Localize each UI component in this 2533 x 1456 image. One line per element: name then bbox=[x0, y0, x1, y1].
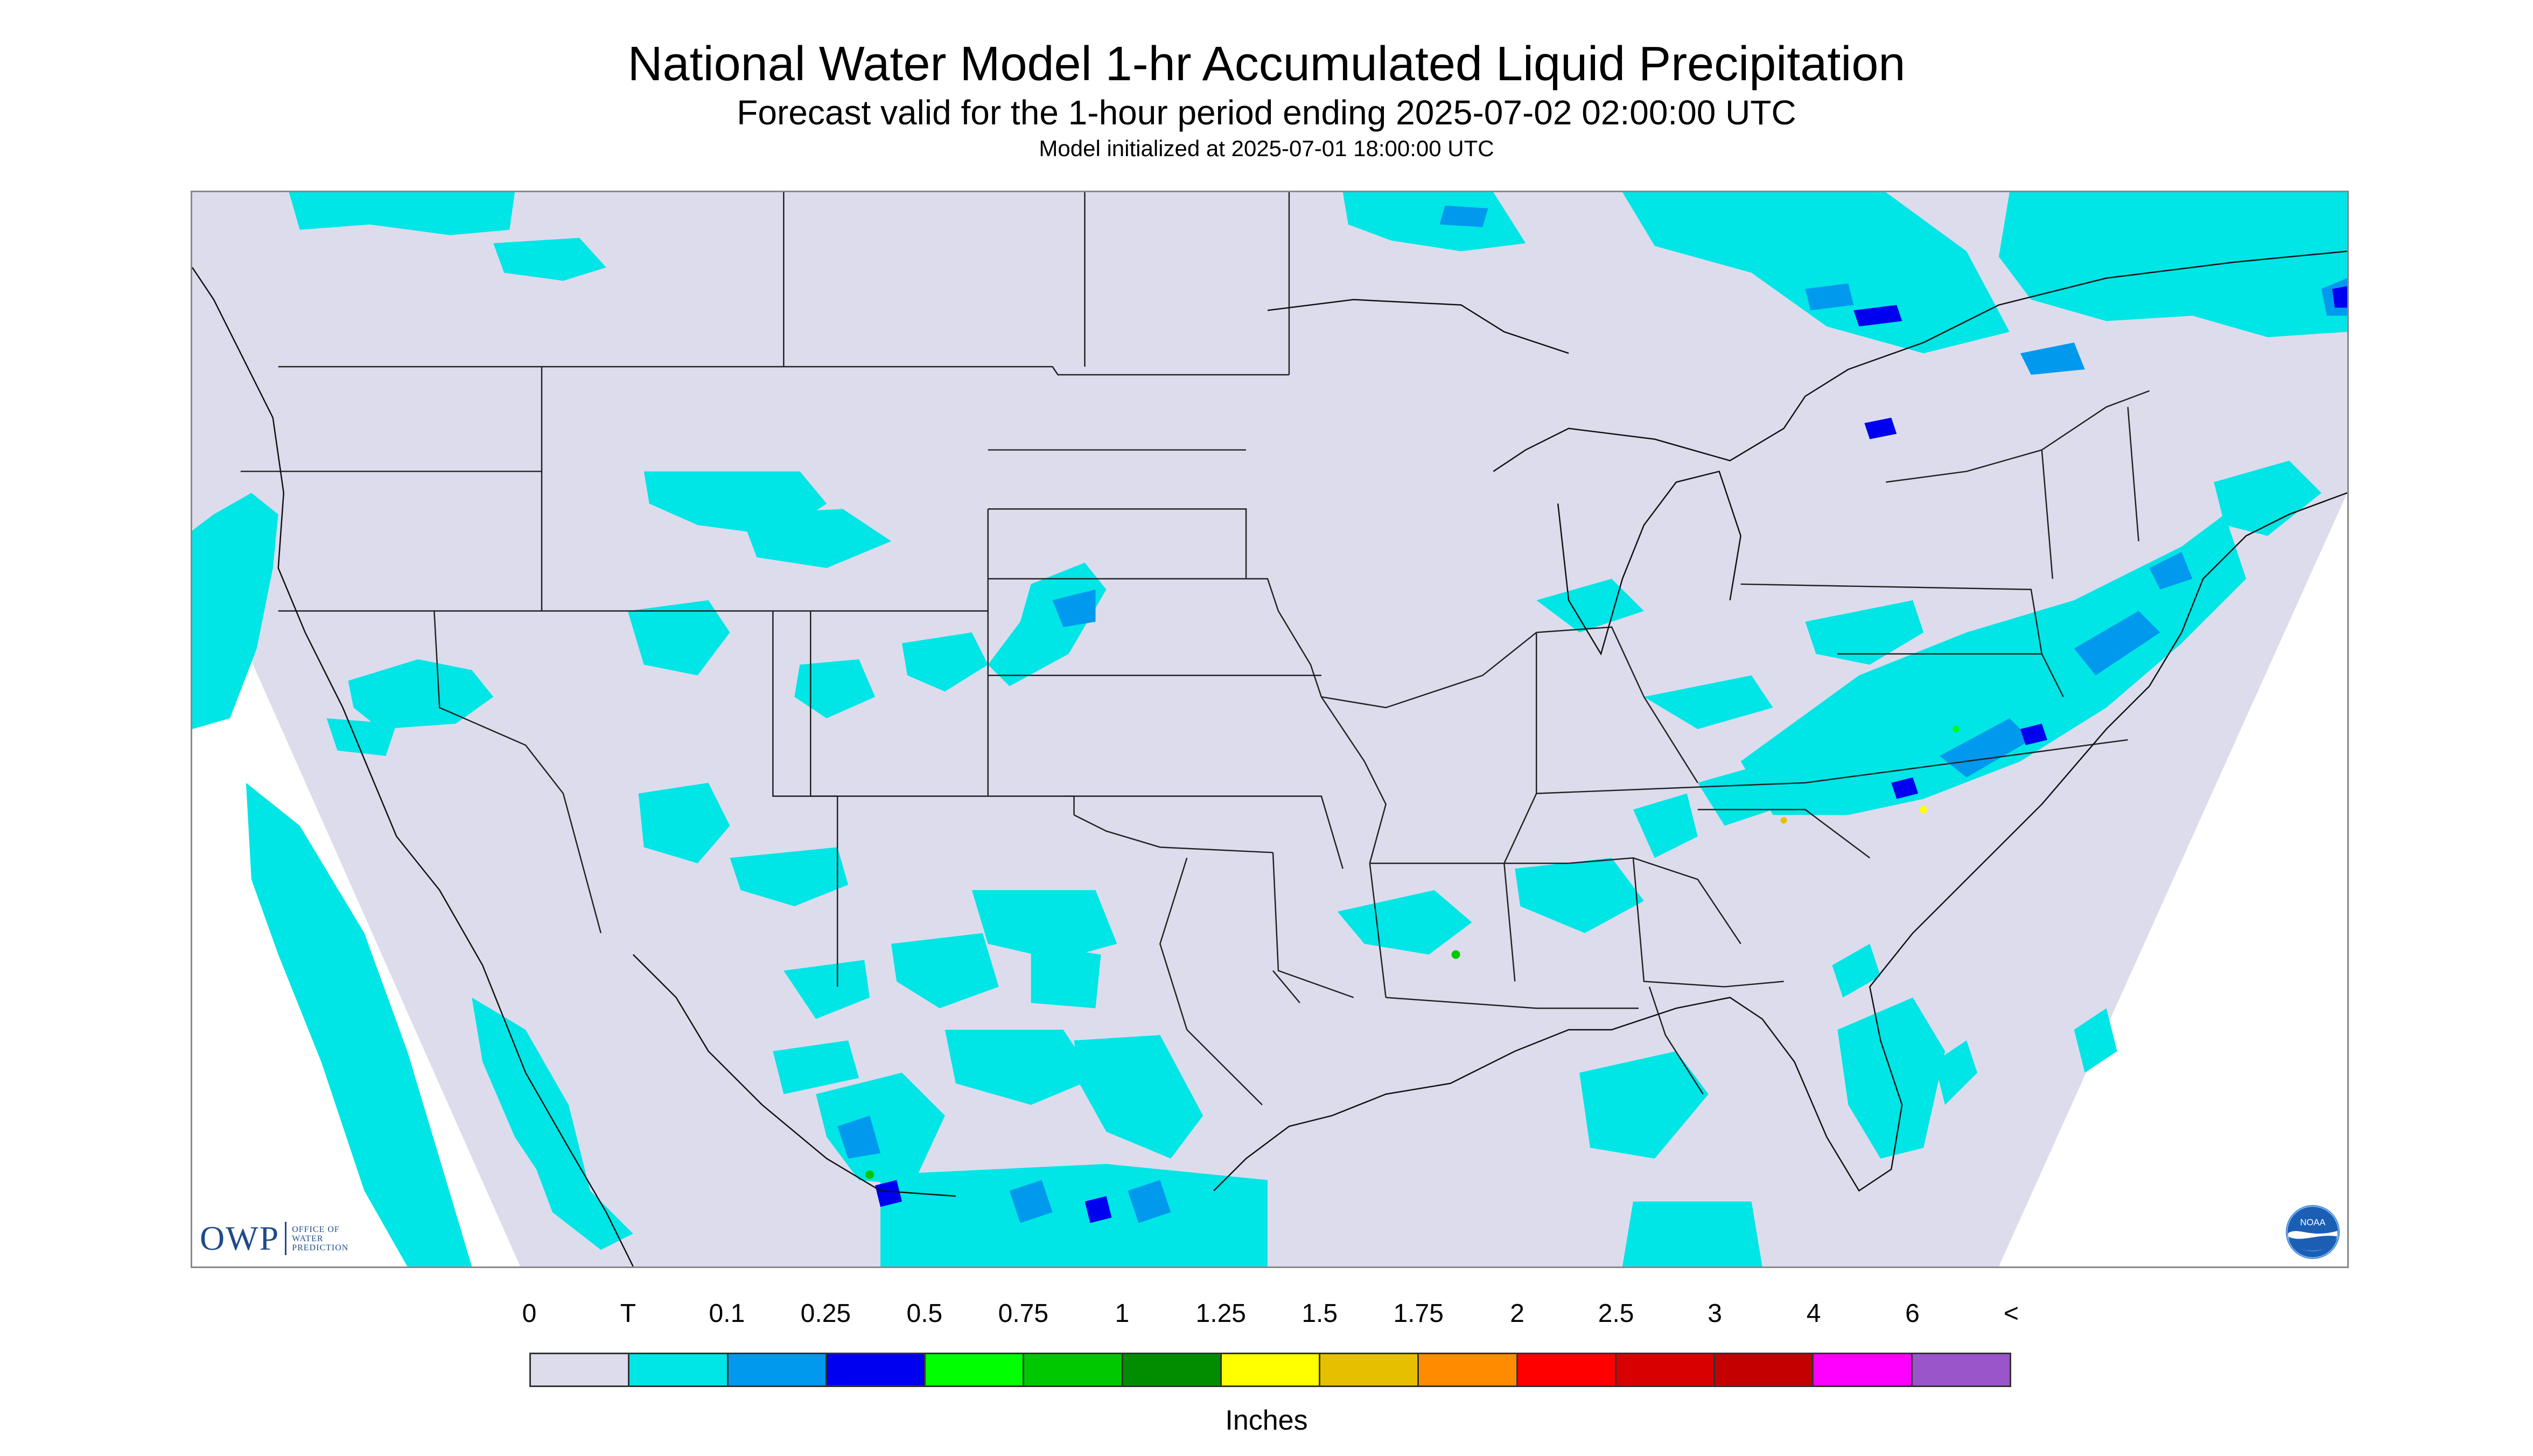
legend-unit-label: Inches bbox=[1225, 1405, 1308, 1436]
legend-label: 1.5 bbox=[1302, 1299, 1338, 1328]
legend-color-cell bbox=[1715, 1354, 1814, 1385]
noaa-logo-text: NOAA bbox=[2300, 1217, 2326, 1228]
precipitation-map: OWP OFFICE OF WATER PREDICTION NOAA bbox=[191, 191, 2349, 1268]
legend-color-cell bbox=[531, 1354, 630, 1385]
map-domain bbox=[192, 192, 2347, 1266]
owp-subtext-line: OFFICE OF bbox=[292, 1224, 340, 1234]
owp-letters: OWP bbox=[200, 1219, 280, 1257]
legend-label: 0.75 bbox=[998, 1299, 1049, 1328]
legend-label: 0.5 bbox=[906, 1299, 943, 1328]
precip-blue-cores bbox=[875, 286, 2347, 1223]
legend-label: 1 bbox=[1115, 1299, 1130, 1328]
legend-color-cell bbox=[1419, 1354, 1518, 1385]
legend-label: 2 bbox=[1510, 1299, 1525, 1328]
legend-color-cell bbox=[827, 1354, 926, 1385]
precip-light-blue bbox=[837, 205, 2347, 1223]
legend-color-cell bbox=[926, 1354, 1025, 1385]
legend-color-cell bbox=[728, 1354, 827, 1385]
owp-logo: OWP OFFICE OF WATER PREDICTION bbox=[200, 1217, 348, 1260]
legend-color-cell bbox=[1024, 1354, 1123, 1385]
owp-subtext: OFFICE OF WATER PREDICTION bbox=[292, 1225, 348, 1252]
legend-label: 2.5 bbox=[1598, 1299, 1634, 1328]
legend-color-bar bbox=[529, 1353, 2011, 1387]
legend-color-cell bbox=[1320, 1354, 1419, 1385]
legend-labels: 0 T 0.1 0.25 0.5 0.75 1 1.25 1.5 1.75 2 2.5 3 4 6 < bbox=[516, 1299, 2024, 1336]
legend-label: 6 bbox=[1905, 1299, 1920, 1328]
legend-label: T bbox=[620, 1299, 636, 1328]
legend-label: 0.1 bbox=[709, 1299, 745, 1328]
legend-color-cell bbox=[1123, 1354, 1222, 1385]
legend-color-cell bbox=[1221, 1354, 1321, 1385]
legend-color-cell bbox=[1517, 1354, 1617, 1385]
legend-color-cell bbox=[1616, 1354, 1716, 1385]
legend-label: 0.25 bbox=[800, 1299, 851, 1328]
legend-label: < bbox=[2003, 1299, 2019, 1328]
state-boundaries bbox=[240, 192, 2150, 1105]
precip-green-yellow-spots bbox=[865, 726, 1960, 1179]
noaa-logo-icon: NOAA bbox=[2286, 1205, 2340, 1259]
legend-label: 4 bbox=[1806, 1299, 1821, 1328]
owp-subtext-line: PREDICTION bbox=[292, 1243, 349, 1252]
legend-color-cell bbox=[629, 1354, 729, 1385]
legend-color-cell bbox=[1814, 1354, 1913, 1385]
owp-divider bbox=[285, 1222, 287, 1255]
legend-color-cell bbox=[1912, 1354, 2010, 1385]
legend-label: 0 bbox=[522, 1299, 537, 1328]
map-title: National Water Model 1-hr Accumulated Li… bbox=[627, 37, 1906, 91]
legend-label: 1.25 bbox=[1195, 1299, 1246, 1328]
coastlines bbox=[192, 250, 2347, 1266]
precip-trace-areas bbox=[192, 192, 2347, 1266]
owp-subtext-line: WATER bbox=[292, 1234, 324, 1243]
map-subtitle: Forecast valid for the 1-hour period end… bbox=[737, 93, 1796, 132]
model-init-text: Model initialized at 2025-07-01 18:00:00… bbox=[1039, 136, 1494, 161]
legend-label: 3 bbox=[1708, 1299, 1722, 1328]
legend-label: 1.75 bbox=[1393, 1299, 1444, 1328]
map-canvas bbox=[192, 192, 2347, 1266]
